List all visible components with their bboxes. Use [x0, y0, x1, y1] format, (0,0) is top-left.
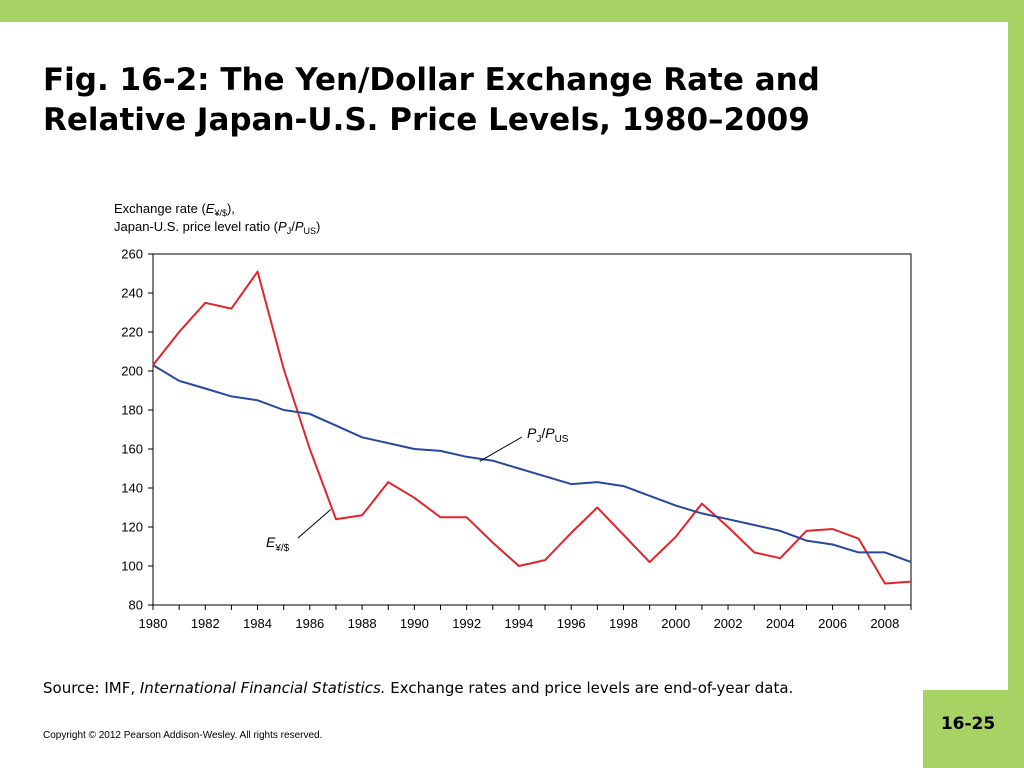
x-tick-label-1980: 1980 — [139, 616, 168, 631]
y-tick-label-180: 180 — [121, 403, 143, 418]
y-tick-label-100: 100 — [121, 559, 143, 574]
title-line-2: Relative Japan-U.S. Price Levels, 1980–2… — [43, 102, 810, 138]
price-ratio-line — [152, 364, 912, 564]
exchange-rate-line — [152, 270, 912, 585]
y-axis-title-line-1: Exchange rate (E¥/$), — [114, 201, 235, 218]
exchange-rate-series-label: E¥/$ — [266, 534, 290, 554]
exchange-rate-leader-line — [297, 509, 332, 539]
x-tick-label-1988: 1988 — [348, 616, 377, 631]
y-tick-label-140: 140 — [121, 481, 143, 496]
top-accent-bar — [0, 0, 1024, 22]
slide-title: Fig. 16-2: The Yen/Dollar Exchange Rate … — [43, 60, 943, 140]
plot-frame — [152, 253, 912, 606]
x-tick-label-2004: 2004 — [766, 616, 795, 631]
y-axis-title-line-2: Japan-U.S. price level ratio (PJ/PUS) — [114, 219, 320, 236]
x-tick-label-2002: 2002 — [714, 616, 743, 631]
source-prefix: Source: IMF, — [43, 679, 140, 697]
x-tick-label-1996: 1996 — [557, 616, 586, 631]
y-tick-label-200: 200 — [121, 364, 143, 379]
price-ratio-leader-line — [479, 436, 523, 462]
page-number-box — [923, 690, 1024, 768]
y-tick-label-240: 240 — [121, 286, 143, 301]
x-tick-label-1992: 1992 — [452, 616, 481, 631]
x-tick-label-1998: 1998 — [609, 616, 638, 631]
price-ratio-series-label: PJ/PUS — [527, 425, 569, 445]
y-tick-label-260: 260 — [121, 247, 143, 262]
copyright-notice: Copyright © 2012 Pearson Addison-Wesley.… — [43, 730, 323, 741]
y-tick-label-160: 160 — [121, 442, 143, 457]
right-accent-bar — [1008, 0, 1024, 768]
source-publication: International Financial Statistics. — [139, 679, 386, 697]
x-tick-label-2000: 2000 — [661, 616, 690, 631]
x-tick-label-1984: 1984 — [243, 616, 272, 631]
title-line-1: Fig. 16-2: The Yen/Dollar Exchange Rate … — [43, 62, 820, 98]
source-note: Source: IMF, International Financial Sta… — [43, 679, 883, 698]
y-tick-label-80: 80 — [129, 598, 143, 613]
x-tick-label-2008: 2008 — [870, 616, 899, 631]
source-rest: Exchange rates and price levels are end-… — [385, 679, 794, 697]
x-tick-label-2006: 2006 — [818, 616, 847, 631]
y-tick-label-120: 120 — [121, 520, 143, 535]
y-tick-label-220: 220 — [121, 325, 143, 340]
x-tick-label-1994: 1994 — [504, 616, 533, 631]
x-tick-label-1986: 1986 — [295, 616, 324, 631]
x-tick-label-1982: 1982 — [191, 616, 220, 631]
page-number: 16-25 — [940, 714, 996, 734]
x-tick-label-1990: 1990 — [400, 616, 429, 631]
